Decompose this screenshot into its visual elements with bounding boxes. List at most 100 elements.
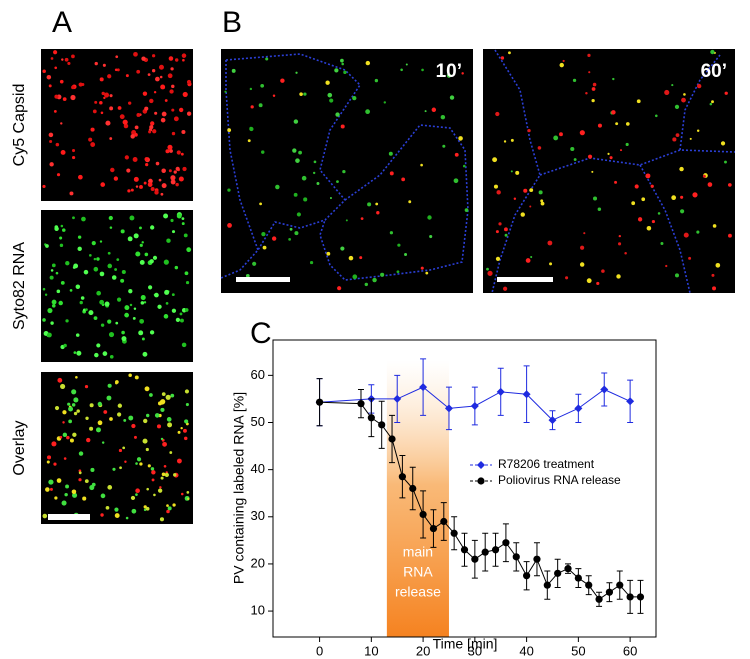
- spot: [109, 94, 113, 98]
- spot: [68, 406, 74, 412]
- spot: [154, 413, 160, 418]
- spot: [70, 94, 76, 101]
- highlight-label: main: [403, 544, 433, 560]
- spot: [293, 119, 299, 124]
- spot: [170, 67, 174, 71]
- spot: [583, 232, 586, 235]
- spot: [153, 90, 157, 94]
- spot: [680, 195, 684, 199]
- spot: [44, 293, 48, 296]
- spot: [664, 89, 670, 96]
- legend-marker: [477, 477, 485, 485]
- spot: [73, 263, 79, 269]
- spot: [112, 467, 116, 471]
- spot: [634, 184, 639, 189]
- spot: [100, 513, 104, 517]
- spot: [49, 275, 54, 280]
- spot: [631, 201, 636, 206]
- spot: [292, 148, 297, 153]
- spot: [427, 215, 432, 220]
- spot: [135, 462, 138, 465]
- spot: [118, 448, 123, 453]
- spot: [116, 297, 122, 302]
- spot: [166, 417, 172, 422]
- spot: [71, 403, 76, 407]
- spot: [680, 209, 685, 214]
- spot: [312, 171, 316, 175]
- spot: [683, 93, 686, 96]
- x-tick-label: 50: [571, 643, 585, 658]
- spot: [114, 68, 118, 72]
- spot: [104, 92, 110, 98]
- spot: [288, 238, 292, 241]
- spot: [180, 426, 183, 430]
- spot: [504, 227, 508, 232]
- spot: [50, 57, 54, 60]
- y-tick-label: 40: [251, 461, 265, 476]
- spot: [94, 100, 98, 104]
- data-point: [491, 546, 500, 554]
- spot: [42, 318, 46, 322]
- spot: [165, 394, 171, 400]
- spot: [156, 424, 162, 429]
- data-point: [585, 581, 593, 589]
- spot: [295, 158, 300, 163]
- spot: [99, 271, 105, 277]
- spot: [150, 121, 155, 126]
- data-point: [357, 400, 365, 408]
- spot: [93, 266, 99, 272]
- spot: [645, 173, 651, 179]
- spot: [155, 76, 160, 82]
- spot: [326, 251, 331, 256]
- spot: [157, 488, 163, 493]
- spot: [249, 126, 254, 132]
- spot: [674, 273, 679, 278]
- spot: [133, 233, 139, 239]
- spot: [120, 278, 125, 283]
- spot: [71, 389, 77, 395]
- spot: [100, 111, 104, 115]
- spot: [161, 168, 166, 173]
- x-tick-label: 30: [468, 643, 482, 658]
- spot: [179, 312, 183, 316]
- spot: [334, 68, 339, 73]
- spot: [102, 351, 108, 356]
- spot: [675, 133, 680, 138]
- spot: [171, 230, 176, 234]
- spot: [128, 415, 134, 421]
- spot: [389, 171, 394, 176]
- micrograph-spots: [42, 50, 192, 522]
- spot: [54, 225, 59, 229]
- spot: [99, 240, 103, 243]
- data-point: [471, 555, 479, 563]
- spot: [152, 255, 158, 260]
- spot: [171, 308, 177, 313]
- spot: [86, 437, 91, 443]
- data-point: [460, 546, 469, 554]
- spot: [167, 506, 172, 511]
- spot: [154, 292, 159, 298]
- spot: [64, 492, 68, 497]
- spot: [504, 233, 508, 237]
- spot: [185, 402, 189, 407]
- data-point: [419, 383, 428, 392]
- spot: [104, 301, 110, 307]
- spot: [128, 289, 133, 294]
- spot: [624, 252, 627, 255]
- spot: [115, 381, 118, 385]
- data-point: [470, 402, 479, 410]
- spot: [424, 110, 427, 113]
- spot: [177, 430, 181, 434]
- spot: [107, 263, 113, 269]
- spot: [529, 205, 532, 208]
- spot: [158, 64, 164, 70]
- spot: [66, 435, 70, 440]
- spot: [123, 123, 129, 129]
- spot: [636, 99, 641, 104]
- spot: [71, 85, 75, 90]
- spot: [166, 504, 169, 507]
- spot: [139, 185, 143, 189]
- spot: [53, 462, 57, 466]
- spot: [115, 321, 119, 325]
- spot: [122, 446, 126, 450]
